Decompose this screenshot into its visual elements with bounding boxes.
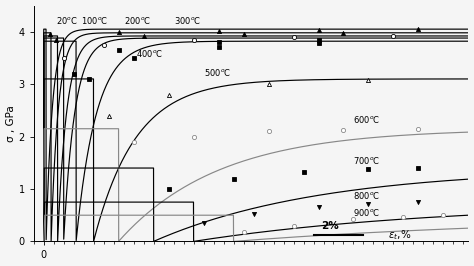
Text: 200$^o$C: 200$^o$C [124, 15, 151, 26]
Text: 100$^o$C: 100$^o$C [81, 15, 109, 26]
Text: $\varepsilon_t$,%: $\varepsilon_t$,% [389, 228, 412, 242]
Text: 800$^o$C: 800$^o$C [354, 190, 381, 201]
Text: 400$^o$C: 400$^o$C [136, 48, 164, 59]
Y-axis label: σ , GPa: σ , GPa [6, 105, 16, 142]
Text: 700$^o$C: 700$^o$C [354, 155, 381, 166]
Text: 2%: 2% [321, 221, 339, 231]
Text: 300$^o$C: 300$^o$C [173, 15, 201, 26]
Text: 500$^o$C: 500$^o$C [203, 67, 231, 78]
Text: 900$^o$C: 900$^o$C [354, 207, 381, 218]
Text: 20$^o$C: 20$^o$C [56, 15, 78, 26]
Text: 600$^o$C: 600$^o$C [354, 114, 381, 125]
